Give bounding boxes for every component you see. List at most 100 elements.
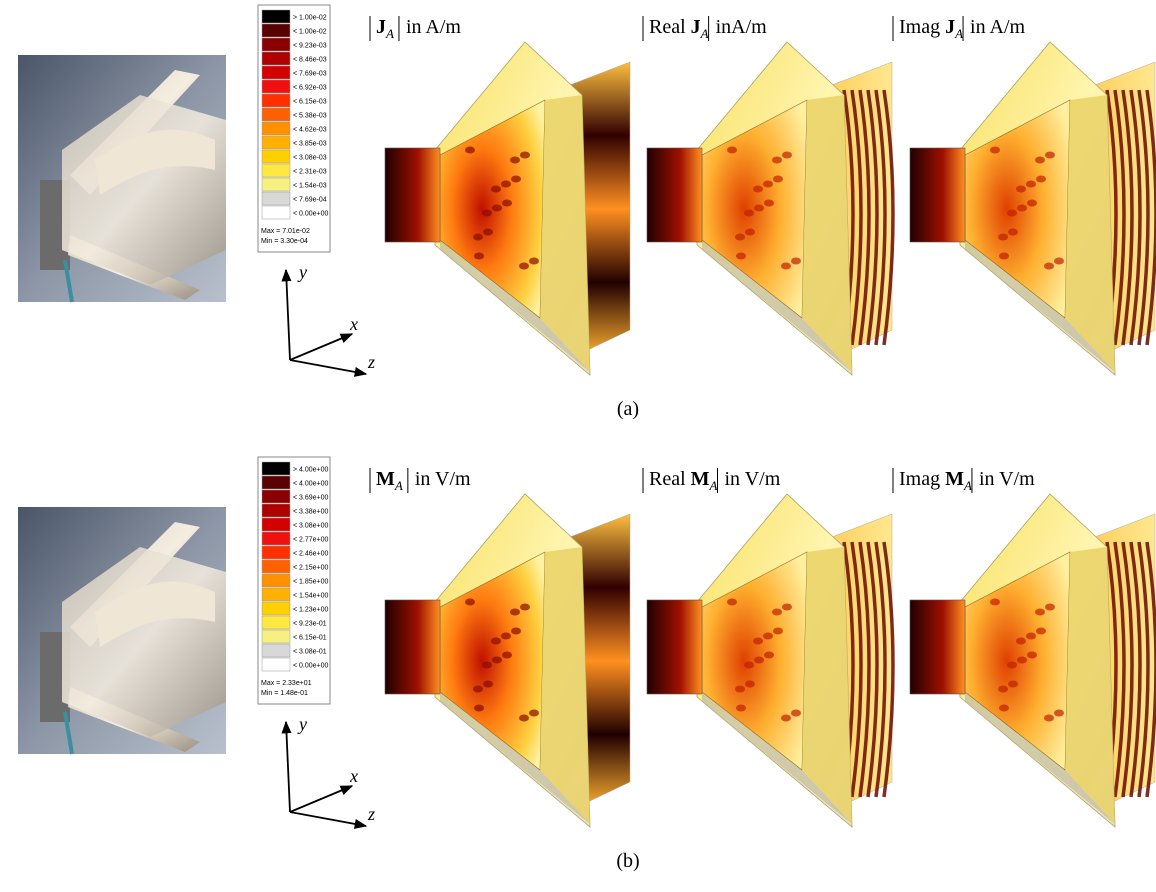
title-symbol: M <box>945 468 964 490</box>
field-spot <box>511 627 521 635</box>
legend-swatch <box>261 51 291 66</box>
title-subscript: A <box>963 478 972 493</box>
wave-stripe <box>1129 89 1142 346</box>
field-spot <box>990 598 1000 606</box>
field-spot <box>764 651 774 659</box>
legend-label: < 7.69e-04 <box>293 197 327 204</box>
field-spot <box>1008 228 1018 236</box>
field-spot <box>781 714 791 722</box>
field-spot <box>474 704 484 712</box>
field-spot <box>736 704 746 712</box>
legend-label: < 1.85e+00 <box>293 579 329 586</box>
legend-label: < 3.85e-03 <box>293 141 327 148</box>
field-spot <box>736 252 746 260</box>
field-spot <box>998 233 1008 241</box>
throat <box>646 147 703 243</box>
field-spot <box>482 661 492 669</box>
color-legend: > 1.00e-02 < 1.00e-02 < 9.23e-03 < 8.46e-03… <box>257 4 331 253</box>
throat <box>384 147 441 243</box>
legend-swatch <box>261 121 291 136</box>
throat <box>646 599 703 695</box>
field-spot <box>511 175 521 183</box>
title-subscript: A <box>385 26 394 41</box>
field-spot <box>764 199 774 207</box>
title-unit: in V/m <box>725 468 781 490</box>
title-text: Imag JA <box>899 16 963 41</box>
wave-stripe <box>850 541 863 798</box>
legend-swatch <box>261 149 291 164</box>
axis-x <box>289 785 354 813</box>
legend-label: < 7.69e-03 <box>293 71 327 78</box>
title-unit: in V/m <box>415 468 471 490</box>
field-spot <box>744 209 754 217</box>
wave-stripe <box>874 541 887 798</box>
title-prefix: Real <box>649 16 686 38</box>
field-spot <box>1054 257 1064 265</box>
title-unit: in A/m <box>970 16 1025 38</box>
legend-label: < 0.00e+00 <box>293 211 329 218</box>
field-spot <box>501 180 511 188</box>
legend-min: Min = 1.48e-01 <box>261 690 308 697</box>
legend-label: < 6.92e-03 <box>293 85 327 92</box>
field-spot <box>1007 209 1017 217</box>
legend-label: < 3.08e-01 <box>293 649 327 656</box>
frame-shadow <box>440 240 590 372</box>
field-spot <box>1036 175 1046 183</box>
field-spot <box>773 175 783 183</box>
field-spot <box>1007 661 1017 669</box>
field-spot <box>1035 608 1045 616</box>
title-symbol: M <box>691 468 710 490</box>
field-spot <box>727 598 737 606</box>
legend-swatch <box>261 93 291 108</box>
field-plot <box>909 493 1156 828</box>
plot-title: Real JA inA/m <box>642 16 768 41</box>
legend-swatch <box>261 163 291 178</box>
plot-title: Imag MA in V/m <box>892 468 1035 493</box>
title-symbol: J <box>945 16 955 38</box>
title-subscript: A <box>394 478 403 493</box>
field-spot <box>782 151 792 159</box>
field-spot <box>1026 632 1036 640</box>
throat <box>384 599 441 695</box>
legend-label: < 3.08e+00 <box>293 523 329 530</box>
field-spot <box>1045 603 1055 611</box>
wave-stripe <box>882 541 895 798</box>
caption: (b) <box>616 850 639 872</box>
wave-stripe <box>874 89 887 346</box>
title-symbol: M <box>376 468 395 490</box>
side-wall <box>540 547 590 824</box>
legend-swatch <box>261 643 291 658</box>
legend-swatch <box>261 37 291 52</box>
field-spot <box>1054 709 1064 717</box>
legend-label: < 4.00e+00 <box>293 481 329 488</box>
throat <box>909 147 966 243</box>
axis-label-x: x <box>349 314 358 334</box>
field-spot <box>735 685 745 693</box>
photo-cable <box>63 711 74 755</box>
wave-stripe <box>1137 89 1150 346</box>
field-spot <box>529 709 539 717</box>
legend-swatch <box>261 657 291 672</box>
legend-swatch <box>261 79 291 94</box>
title-unit: inA/m <box>716 16 768 38</box>
legend-label: < 8.46e-03 <box>293 57 327 64</box>
legend-max: Max = 2.33e+01 <box>261 680 312 687</box>
field-spot <box>501 632 511 640</box>
legend-swatch <box>261 517 291 532</box>
field-spot <box>745 228 755 236</box>
wave-stripe <box>850 89 863 346</box>
title-text: Real MA <box>649 468 718 493</box>
legend-swatch <box>261 65 291 80</box>
photo-ridge <box>95 129 215 195</box>
legend-label: < 1.54e+00 <box>293 593 329 600</box>
plot-title: Real MA in V/m <box>642 468 781 493</box>
frame-shadow <box>965 692 1115 824</box>
field-spot <box>1026 180 1036 188</box>
field-spot <box>763 632 773 640</box>
wave-stripe <box>858 541 871 798</box>
wave-stripe <box>866 541 879 798</box>
legend-label: < 6.15e-03 <box>293 99 327 106</box>
field-spot <box>791 257 801 265</box>
photo-cable <box>63 259 74 303</box>
